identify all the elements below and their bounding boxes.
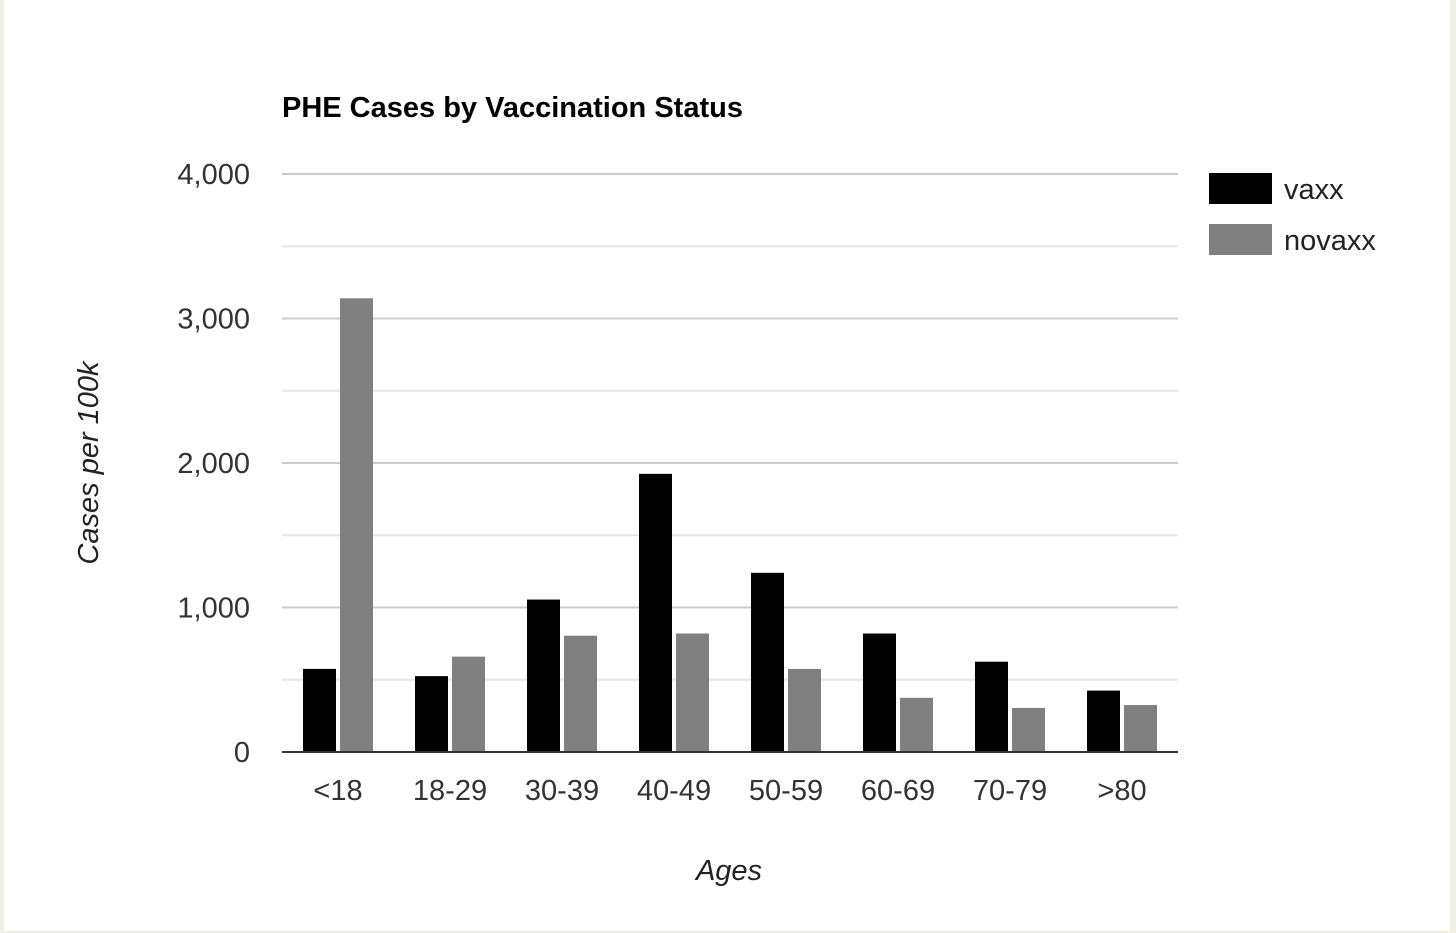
legend-label-vaxx: vaxx <box>1284 174 1344 206</box>
chart-title: PHE Cases by Vaccination Status <box>282 92 743 124</box>
bar-vaxx-4 <box>751 572 784 752</box>
x-tick-label: <18 <box>313 775 362 807</box>
x-tick-label: 70-79 <box>973 775 1047 807</box>
bar-novaxx-5 <box>900 697 933 752</box>
legend-label-novaxx: novaxx <box>1284 225 1376 257</box>
bar-vaxx-3 <box>639 473 672 752</box>
legend-swatch-novaxx <box>1209 224 1272 255</box>
y-tick-label: 3,000 <box>177 304 250 336</box>
bar-vaxx-0 <box>303 668 336 752</box>
bar-novaxx-4 <box>788 668 821 752</box>
legend-swatch-vaxx <box>1209 173 1272 204</box>
x-axis-label: Ages <box>694 855 762 887</box>
y-tick-label: 4,000 <box>177 159 250 191</box>
x-axis-ticks: <18 18-29 30-39 40-49 50-59 60-69 70-79 >80 <box>313 775 1146 807</box>
y-tick-label: 2,000 <box>177 448 250 480</box>
gridlines <box>282 173 1178 681</box>
y-axis-label: Cases per 100k <box>73 360 105 565</box>
bar-novaxx-0 <box>340 298 373 752</box>
y-axis-ticks: 0 1,000 2,000 3,000 4,000 <box>177 159 250 769</box>
y-tick-label: 0 <box>234 737 250 769</box>
bars <box>303 298 1157 752</box>
y-tick-label: 1,000 <box>177 593 250 625</box>
bar-vaxx-7 <box>1087 690 1120 752</box>
chart-frame <box>4 0 1450 931</box>
x-tick-label: 50-59 <box>749 775 823 807</box>
bar-novaxx-3 <box>676 633 709 752</box>
bar-novaxx-6 <box>1012 707 1045 752</box>
x-tick-label: 30-39 <box>525 775 599 807</box>
legend: vaxx novaxx <box>1209 173 1376 257</box>
x-tick-label: 60-69 <box>861 775 935 807</box>
bar-vaxx-1 <box>415 676 448 752</box>
bar-vaxx-5 <box>863 633 896 752</box>
x-tick-label: 18-29 <box>413 775 487 807</box>
x-tick-label: 40-49 <box>637 775 711 807</box>
bar-vaxx-2 <box>527 599 560 752</box>
bar-vaxx-6 <box>975 661 1008 752</box>
x-tick-label: >80 <box>1097 775 1146 807</box>
bar-novaxx-1 <box>452 656 485 752</box>
bar-novaxx-2 <box>564 635 597 752</box>
bar-novaxx-7 <box>1124 705 1157 752</box>
